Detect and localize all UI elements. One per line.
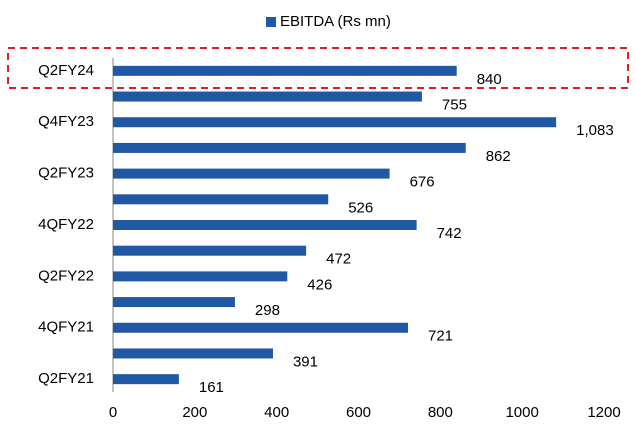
y-tick-label: Q2FY22 — [38, 267, 94, 284]
value-label: 1,083 — [576, 122, 614, 139]
y-tick-label: Q2FY21 — [38, 370, 94, 387]
value-label: 298 — [255, 302, 280, 319]
bar — [113, 142, 466, 153]
bar — [113, 245, 307, 256]
value-label: 676 — [410, 174, 435, 191]
value-label: 721 — [428, 328, 453, 345]
x-tick-label: 800 — [428, 404, 453, 421]
x-tick-label: 400 — [264, 404, 289, 421]
x-tick-label: 1200 — [587, 404, 620, 421]
x-tick-label: 200 — [182, 404, 207, 421]
x-tick-label: 1000 — [505, 404, 538, 421]
x-tick-label: 600 — [346, 404, 371, 421]
legend-label: EBITDA (Rs mn) — [280, 13, 391, 30]
bar — [113, 194, 329, 205]
value-label: 472 — [326, 251, 351, 268]
y-tick-label: 4QFY22 — [38, 216, 94, 233]
y-tick-label: Q4FY23 — [38, 113, 94, 130]
value-label: 742 — [437, 225, 462, 242]
x-tick-label: 0 — [109, 404, 117, 421]
value-label: 526 — [348, 199, 373, 216]
value-label: 862 — [486, 148, 511, 165]
legend-swatch — [266, 17, 276, 27]
highlight-box — [7, 47, 629, 89]
bar — [113, 374, 179, 385]
y-tick-label: 4QFY21 — [38, 319, 94, 336]
bar — [113, 168, 390, 179]
bar — [113, 65, 457, 76]
bar — [113, 91, 422, 102]
bar — [113, 322, 409, 333]
value-label: 161 — [199, 379, 224, 396]
bar — [113, 220, 417, 230]
bar — [113, 271, 288, 282]
bar — [113, 297, 235, 308]
value-label: 755 — [442, 97, 467, 114]
y-tick-label: Q2FY24 — [38, 62, 94, 79]
value-label: 391 — [293, 353, 318, 370]
bar — [113, 348, 273, 359]
bar — [113, 117, 557, 128]
value-label: 840 — [477, 71, 502, 88]
value-label: 426 — [307, 276, 332, 293]
y-tick-label: Q2FY23 — [38, 165, 94, 182]
